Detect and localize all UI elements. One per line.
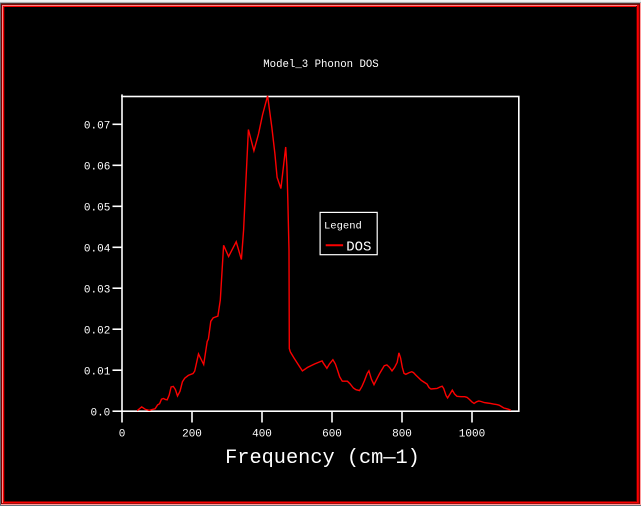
svg-text:Frequency (cm—1): Frequency (cm—1) [225,447,420,470]
svg-text:0.01: 0.01 [84,366,111,378]
svg-text:Model_3 Phonon DOS: Model_3 Phonon DOS [263,59,378,71]
svg-text:0.06: 0.06 [84,161,110,173]
svg-text:600: 600 [322,428,342,440]
svg-text:0.03: 0.03 [84,284,110,296]
svg-text:1000: 1000 [459,428,485,440]
svg-text:800: 800 [392,428,412,440]
svg-text:Legend: Legend [324,220,362,232]
svg-text:0: 0 [119,428,126,440]
svg-text:0.02: 0.02 [84,325,110,337]
svg-text:0.0: 0.0 [90,407,110,419]
svg-text:400: 400 [252,428,272,440]
svg-text:DOS: DOS [346,240,371,256]
svg-text:200: 200 [182,428,202,440]
svg-text:0.04: 0.04 [84,243,111,255]
svg-text:0.05: 0.05 [84,202,110,214]
svg-text:0.07: 0.07 [84,120,110,132]
